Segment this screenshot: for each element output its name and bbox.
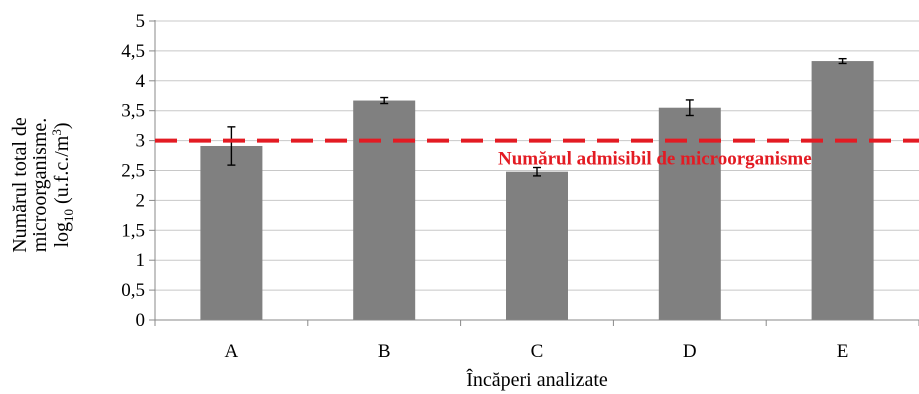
y-tick-label: 3 xyxy=(136,131,146,152)
x-tick-label: A xyxy=(225,341,239,362)
bar xyxy=(658,107,721,321)
bar xyxy=(506,171,568,320)
labels: 0 0,5 1 1,5 2 2,5 3 3,5 4 4,5 5 A B C D E xyxy=(121,11,848,362)
axes xyxy=(149,20,919,326)
reference-line-group: Numărul admisibil de microorganisme xyxy=(155,138,919,170)
bar xyxy=(353,100,416,320)
y-tick-label: 2,5 xyxy=(121,161,145,182)
reference-line-label: Numărul admisibil de microorganisme xyxy=(498,149,812,170)
y-axis-title-line-2: microorganisme. xyxy=(29,118,51,253)
bar xyxy=(200,145,263,320)
y-tick-label: 1,5 xyxy=(121,220,145,241)
y-tick-label: 2 xyxy=(136,190,146,211)
bar xyxy=(811,61,874,320)
y-axis-title-line-3: log10 (u.f.c./m3) xyxy=(49,122,76,247)
x-tick-label: E xyxy=(837,341,849,362)
y-tick-label: 4,5 xyxy=(121,41,145,62)
x-tick-label: C xyxy=(531,341,544,362)
y-axis-title-line-1: Numărul total de xyxy=(9,117,31,253)
x-tick-label: B xyxy=(378,341,391,362)
y-tick-label: 5 xyxy=(136,11,146,32)
bars xyxy=(200,57,874,321)
x-tick-label: D xyxy=(683,341,697,362)
x-axis-title: Încăperi analizate xyxy=(466,368,608,391)
y-tick-label: 0 xyxy=(136,310,146,331)
y-tick-label: 3,5 xyxy=(121,101,145,122)
y-tick-label: 1 xyxy=(136,250,146,271)
y-tick-label: 0,5 xyxy=(121,280,145,301)
y-tick-label: 4 xyxy=(136,71,146,92)
y-axis-title: Numărul total de microorganisme. log10 (… xyxy=(9,117,76,253)
